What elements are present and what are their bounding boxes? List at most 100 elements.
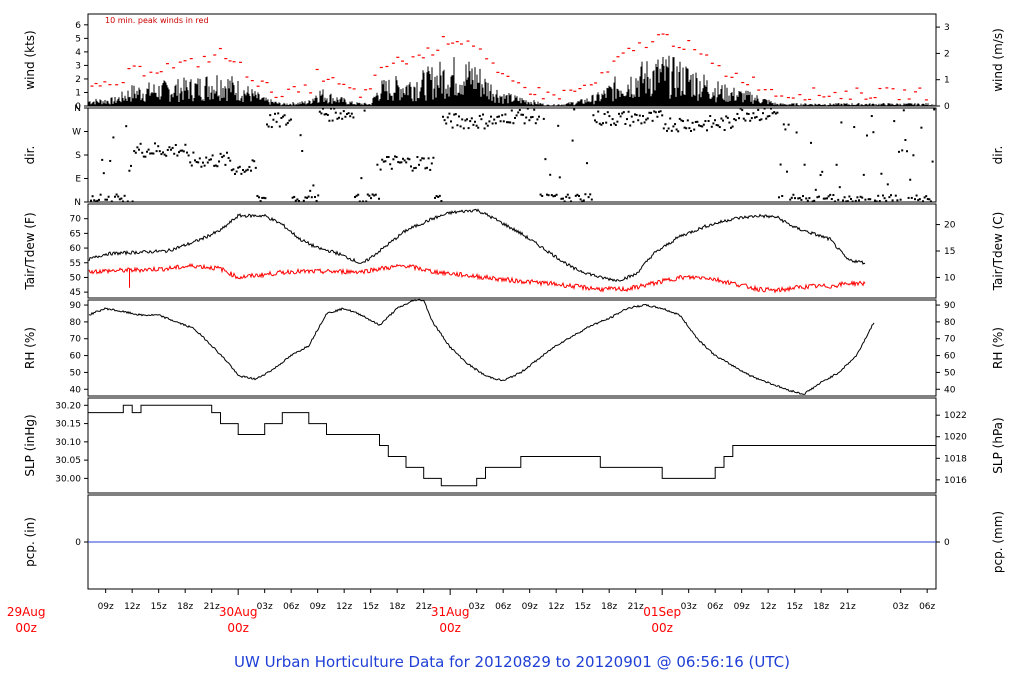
direction-point	[246, 168, 249, 171]
direction-point	[653, 110, 656, 113]
direction-point	[830, 198, 833, 201]
direction-point	[803, 163, 806, 166]
ytick-label-left-temp: 70	[70, 215, 82, 225]
direction-point	[560, 197, 563, 200]
direction-point	[296, 198, 299, 201]
direction-point	[474, 120, 476, 123]
direction-point	[134, 151, 137, 154]
direction-point	[226, 151, 228, 154]
time-tick-label: 18z	[601, 602, 617, 612]
direction-point	[366, 193, 369, 196]
direction-point	[573, 108, 576, 111]
direction-point	[448, 112, 451, 115]
direction-point	[587, 196, 590, 199]
direction-point	[582, 199, 585, 202]
direction-point	[842, 199, 844, 202]
ytick-label-right-wind: 0	[944, 102, 950, 112]
direction-point	[853, 126, 856, 129]
direction-point	[496, 115, 499, 118]
direction-point	[354, 196, 356, 199]
direction-point	[678, 117, 681, 120]
direction-point	[424, 167, 427, 170]
direction-point	[706, 129, 708, 132]
direction-point	[654, 111, 657, 114]
ytick-label-left-dir: W	[72, 128, 81, 138]
direction-point	[886, 183, 889, 186]
direction-point	[147, 148, 150, 151]
direction-point	[875, 200, 878, 203]
ytick-label-left-dir: N	[74, 198, 81, 208]
direction-point	[632, 120, 635, 123]
direction-point	[363, 109, 366, 112]
direction-point	[821, 170, 824, 173]
direction-point	[96, 199, 99, 202]
direction-point	[158, 150, 161, 153]
direction-point	[510, 109, 513, 112]
direction-point	[166, 148, 169, 151]
direction-point	[310, 196, 313, 199]
direction-point	[557, 124, 560, 127]
direction-point	[493, 118, 496, 121]
direction-point	[550, 194, 553, 197]
time-tick-label: 06z	[919, 602, 935, 612]
direction-point	[613, 122, 616, 125]
direction-point	[885, 199, 888, 202]
direction-point	[565, 195, 568, 198]
direction-point	[336, 117, 339, 120]
direction-point	[434, 196, 436, 199]
direction-point	[546, 193, 548, 196]
direction-point	[214, 164, 217, 167]
direction-point	[597, 110, 600, 113]
direction-point	[117, 195, 120, 198]
ytick-label-left-temp: 65	[70, 229, 81, 239]
direction-point	[621, 112, 624, 115]
ytick-label-left-rh: 50	[70, 368, 82, 378]
direction-point	[410, 165, 412, 168]
direction-point	[405, 161, 408, 164]
direction-point	[152, 152, 155, 155]
direction-point	[157, 145, 160, 148]
direction-point	[397, 161, 400, 164]
direction-point	[112, 136, 115, 139]
direction-point	[888, 196, 891, 199]
direction-point	[146, 150, 148, 153]
direction-point	[266, 123, 268, 126]
direction-point	[333, 107, 336, 110]
time-tick-label: 06z	[283, 602, 299, 612]
direction-point	[416, 156, 419, 159]
time-tick-label: 09z	[734, 602, 750, 612]
time-tick-label: 12z	[336, 602, 352, 612]
direction-point	[98, 198, 100, 201]
direction-point	[917, 199, 920, 202]
direction-point	[566, 193, 569, 196]
direction-point	[909, 178, 912, 181]
ytick-label-right-temp: 10	[944, 273, 956, 283]
direction-point	[93, 199, 96, 202]
direction-point	[920, 126, 923, 129]
direction-point	[144, 155, 147, 158]
ytick-label-right-rh: 60	[944, 352, 956, 362]
day-label: 29Aug	[7, 605, 46, 619]
ytick-label-left-rh: 90	[70, 301, 82, 311]
direction-point	[486, 124, 489, 127]
direction-point	[179, 149, 182, 152]
air-temp-series	[88, 208, 866, 283]
direction-point	[269, 114, 272, 117]
time-tick-label: 06z	[495, 602, 511, 612]
direction-point	[200, 165, 203, 168]
direction-point	[638, 114, 641, 117]
direction-point	[470, 117, 473, 120]
direction-point	[203, 164, 206, 167]
time-tick-label: 15z	[151, 602, 167, 612]
direction-point	[272, 118, 275, 121]
ytick-label-right-slp: 1016	[944, 476, 967, 486]
direction-point	[362, 200, 364, 203]
direction-point	[662, 127, 665, 130]
direction-point	[422, 157, 425, 160]
direction-point	[206, 161, 209, 164]
direction-point	[315, 199, 318, 202]
direction-point	[818, 195, 820, 198]
direction-point	[760, 118, 763, 121]
direction-point	[563, 200, 566, 203]
direction-point	[267, 125, 270, 128]
